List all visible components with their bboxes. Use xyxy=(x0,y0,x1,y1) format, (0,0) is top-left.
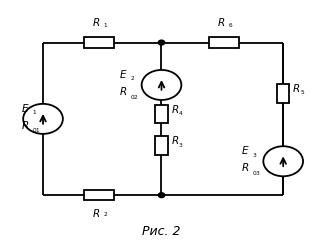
Bar xyxy=(277,84,289,102)
Text: $R$: $R$ xyxy=(92,16,100,28)
Bar xyxy=(209,37,239,48)
Text: $E$: $E$ xyxy=(21,102,29,114)
Text: $R$: $R$ xyxy=(171,103,179,115)
Text: $_5$: $_5$ xyxy=(299,88,305,98)
Text: $R$: $R$ xyxy=(241,161,249,173)
Circle shape xyxy=(158,40,165,45)
Circle shape xyxy=(263,146,303,176)
Bar xyxy=(84,190,114,200)
Circle shape xyxy=(23,104,63,134)
Text: $R$: $R$ xyxy=(119,85,128,97)
Text: $_4$: $_4$ xyxy=(178,109,183,118)
Bar xyxy=(155,105,168,123)
Text: $_2$: $_2$ xyxy=(130,74,136,83)
Text: $_3$: $_3$ xyxy=(178,141,183,149)
Text: $R$: $R$ xyxy=(292,82,301,94)
Bar xyxy=(84,37,114,48)
Circle shape xyxy=(158,193,165,197)
Text: $R$: $R$ xyxy=(171,134,179,146)
Text: $_1$: $_1$ xyxy=(32,108,37,117)
Text: $R$: $R$ xyxy=(21,119,29,131)
Circle shape xyxy=(142,70,181,100)
Text: $_{03}$: $_{03}$ xyxy=(252,169,261,178)
Text: $E$: $E$ xyxy=(241,144,249,156)
Text: $E$: $E$ xyxy=(119,68,128,80)
Text: $_6$: $_6$ xyxy=(228,22,234,30)
Text: $_{01}$: $_{01}$ xyxy=(32,126,41,135)
Text: $_{02}$: $_{02}$ xyxy=(130,93,140,102)
Text: $R$: $R$ xyxy=(217,16,225,28)
Text: Рис. 2: Рис. 2 xyxy=(142,225,181,238)
Text: $_3$: $_3$ xyxy=(252,151,257,160)
Text: $_1$: $_1$ xyxy=(103,22,109,30)
Text: $_2$: $_2$ xyxy=(103,210,109,219)
Bar xyxy=(155,136,168,155)
Text: $R$: $R$ xyxy=(92,207,100,219)
